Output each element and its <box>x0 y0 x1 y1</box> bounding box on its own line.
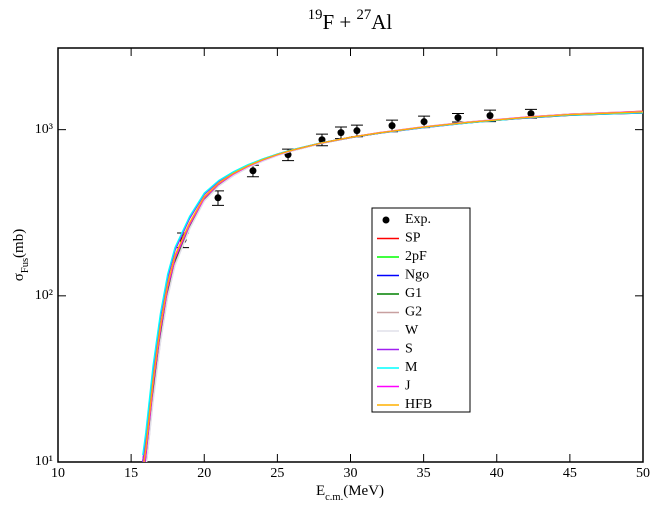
x-axis-label-part: c.m. <box>325 492 343 503</box>
y-axis-label: σFus(mb) <box>11 229 30 281</box>
chart-title-part: F + <box>322 10 356 34</box>
data-point <box>353 127 361 135</box>
x-tick-label: 50 <box>636 466 650 481</box>
y-axis-label-part: σ <box>11 273 27 281</box>
plot-frame <box>57 47 644 463</box>
legend-label: HFB <box>405 397 432 412</box>
legend-label: S <box>405 342 413 357</box>
x-tick-label: 15 <box>124 466 138 481</box>
legend-label: G1 <box>405 286 422 301</box>
legend-label: M <box>405 360 418 375</box>
x-tick-label: 30 <box>344 466 358 481</box>
legend-label: 2pF <box>405 249 427 264</box>
curve <box>143 111 643 462</box>
legend-label: Exp. <box>405 212 431 227</box>
x-tick-label: 40 <box>490 466 504 481</box>
x-tick-label: 20 <box>197 466 211 481</box>
legend-label: Ngo <box>405 268 429 283</box>
data-point <box>388 122 396 130</box>
y-axis-label-part: (mb) <box>11 229 27 258</box>
legend-marker <box>382 216 390 224</box>
x-axis-label-part: (MeV) <box>343 483 384 499</box>
data-point <box>486 112 494 120</box>
y-tick-label: 10¹ <box>35 454 53 469</box>
y-tick-label: 10³ <box>35 122 53 137</box>
plot-area <box>142 108 643 462</box>
y-tick-label: 10² <box>35 288 53 303</box>
legend-label: SP <box>405 231 421 246</box>
x-tick-label: 10 <box>51 466 65 481</box>
chart-title-part: 19 <box>308 7 323 23</box>
x-tick-label: 25 <box>270 466 284 481</box>
x-axis-label-part: E <box>316 483 325 499</box>
x-tick-label: 45 <box>563 466 577 481</box>
chart-title: 19F + 27Al <box>308 7 393 33</box>
data-point <box>214 194 222 202</box>
y-axis-label-part: Fus <box>20 258 31 273</box>
x-axis-label: Ec.m.(MeV) <box>316 483 384 502</box>
data-point <box>420 118 428 126</box>
chart-title-part: 27 <box>357 7 372 23</box>
legend-label: W <box>405 323 419 338</box>
legend-label: J <box>405 379 411 394</box>
legend-box <box>371 207 471 413</box>
data-point <box>527 110 535 118</box>
legend-label: G2 <box>405 305 422 320</box>
chart-title-part: Al <box>371 10 392 34</box>
data-point <box>318 136 326 144</box>
data-point <box>337 129 345 137</box>
data-point <box>454 114 462 122</box>
x-tick-label: 35 <box>417 466 431 481</box>
data-point <box>249 167 257 175</box>
